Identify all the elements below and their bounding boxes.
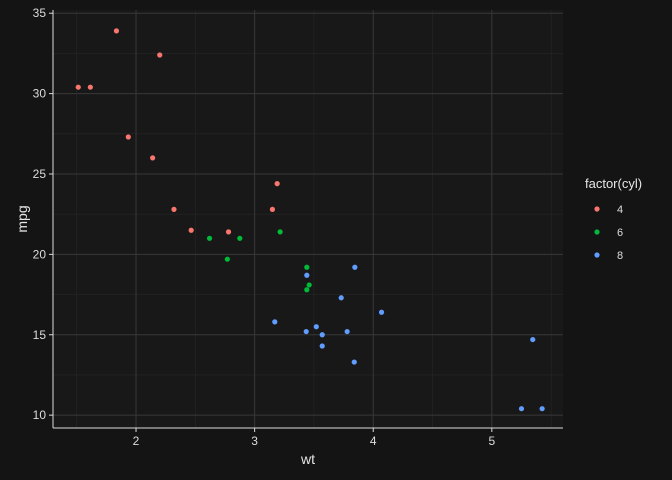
- data-point-cyl-8: [518, 406, 525, 412]
- axes: 2 3 4 5 10 15 20 25 30 35: [33, 6, 563, 448]
- data-point-cyl-4: [274, 181, 280, 187]
- data-point-cyl-8: [272, 319, 278, 325]
- legend: factor(cyl) 4 6 8: [585, 176, 642, 262]
- y-tick-label: 15: [33, 328, 47, 342]
- data-point-cyl-8: [378, 309, 385, 315]
- data-point-cyl-8: [319, 332, 325, 338]
- x-tick-label: 5: [488, 434, 495, 448]
- legend-title: factor(cyl): [585, 176, 642, 191]
- data-point-cyl-4: [87, 84, 93, 90]
- data-point-cyl-6: [304, 287, 310, 293]
- y-axis-title: mpg: [14, 205, 30, 232]
- data-point-cyl-8: [530, 336, 536, 343]
- data-point-cyl-4: [157, 52, 163, 58]
- legend-label-4: 4: [617, 204, 623, 216]
- data-point-cyl-4: [150, 155, 156, 161]
- data-point-cyl-4: [225, 229, 232, 235]
- data-point-cyl-4: [171, 206, 177, 212]
- data-point-cyl-8: [304, 272, 310, 278]
- data-point-cyl-6: [277, 229, 283, 235]
- data-point-cyl-8: [344, 328, 350, 335]
- data-point-cyl-4: [75, 84, 81, 90]
- legend-key-8: [594, 252, 600, 258]
- data-points: [75, 28, 545, 412]
- legend-key-4: [594, 206, 600, 212]
- data-point-cyl-6: [206, 235, 213, 241]
- grid-lines: [53, 10, 563, 428]
- x-axis-title: wt: [300, 451, 315, 467]
- y-tick-label: 10: [33, 408, 47, 422]
- x-tick-label: 3: [251, 434, 258, 448]
- data-point-cyl-4: [113, 28, 120, 34]
- data-point-cyl-8: [351, 359, 357, 365]
- data-point-cyl-6: [237, 235, 243, 241]
- legend-key-6: [594, 229, 600, 235]
- legend-label-6: 6: [617, 227, 623, 239]
- data-point-cyl-6: [224, 256, 230, 262]
- data-point-cyl-8: [313, 324, 319, 330]
- legend-label-8: 8: [617, 250, 623, 262]
- x-tick-label: 2: [133, 434, 140, 448]
- data-point-cyl-6: [306, 282, 312, 288]
- data-point-cyl-8: [338, 295, 344, 301]
- data-point-cyl-8: [303, 328, 309, 335]
- y-tick-label: 25: [33, 167, 47, 181]
- data-point-cyl-8: [319, 343, 325, 349]
- data-point-cyl-4: [125, 134, 131, 140]
- data-point-cyl-6: [304, 264, 310, 270]
- y-tick-label: 35: [33, 6, 47, 20]
- y-tick-label: 30: [33, 87, 47, 101]
- data-point-cyl-4: [269, 206, 276, 212]
- data-point-cyl-8: [539, 406, 545, 412]
- data-point-cyl-4: [188, 227, 194, 233]
- plot-panel: [53, 10, 563, 428]
- y-tick-label: 20: [33, 247, 47, 261]
- data-point-cyl-8: [352, 264, 358, 270]
- x-tick-label: 4: [370, 434, 377, 448]
